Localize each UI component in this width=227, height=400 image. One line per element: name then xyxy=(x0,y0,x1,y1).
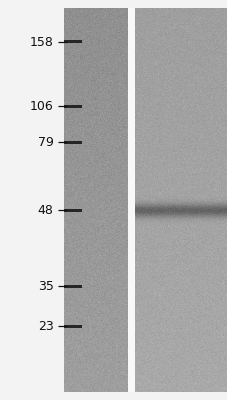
Text: 158: 158 xyxy=(30,36,53,48)
Text: 79: 79 xyxy=(37,136,53,148)
Text: 48: 48 xyxy=(37,204,53,216)
Text: 35: 35 xyxy=(37,280,53,292)
Text: 23: 23 xyxy=(38,320,53,332)
Text: 106: 106 xyxy=(30,100,53,112)
